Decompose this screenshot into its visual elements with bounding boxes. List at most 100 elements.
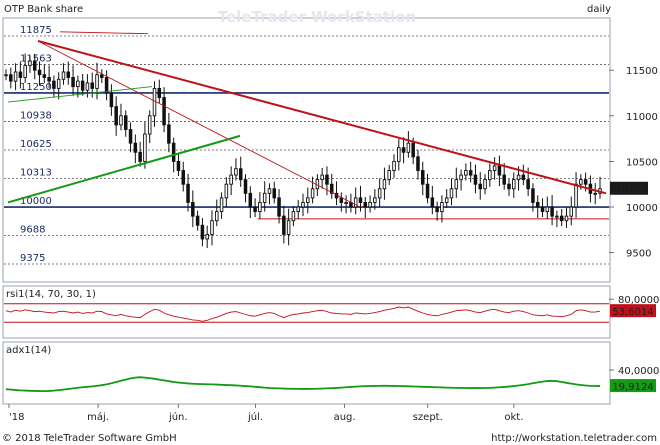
candle-body [425,183,430,199]
support-trendline [7,134,241,204]
candle-body [61,71,66,80]
candle-body [387,170,391,181]
candle-body [224,183,229,199]
candle-body [42,74,47,78]
candle-body [109,92,114,108]
candle-body [406,142,411,153]
candle-body [492,165,497,171]
candle-body [243,179,248,194]
candle-body [9,74,13,82]
candle-body [76,80,80,88]
adx-tick-label: 40,0000 [618,366,659,377]
last-price-label: 10200 [613,185,645,196]
candle-body [13,71,18,82]
x-tick-label: jún. [168,411,188,423]
candle-body [95,74,99,89]
x-tick-label: máj. [87,411,109,423]
candle-body [325,174,329,185]
candle-body [583,179,588,185]
left-tick-label: 10625 [20,139,52,150]
candle-body [176,160,181,171]
candle-body [85,82,90,91]
left-tick-label: 11563 [20,53,52,64]
candle-body [306,197,310,203]
candle-body [488,170,492,181]
candle-body [339,197,344,203]
candle-body [114,106,118,126]
candle-body [579,179,583,185]
candle-body [119,115,123,126]
candle-body [521,174,526,181]
candle-body [555,215,559,218]
candle-body [219,197,224,213]
right-tick-label: 9500 [626,249,651,260]
candle-body [564,215,569,222]
resistance-trendline-thin [37,40,361,208]
candle-body [574,183,578,208]
candle-body [392,160,396,171]
candle-body [104,77,109,94]
candle-body [310,188,315,199]
candle-body [301,202,305,208]
candle-body [454,179,459,190]
rsi-panel [2,285,611,339]
candle-body [286,220,291,235]
candle-body [52,80,56,89]
candle-body [147,115,152,135]
candle-body [90,82,94,89]
right-tick-label: 10500 [626,157,658,168]
candle-body [37,69,42,76]
watermark: TeleTrader WorkStation [218,8,416,26]
adx-panel [2,341,611,405]
adx-last-box [610,379,656,393]
chart-title: OTP Bank share [4,4,83,15]
candle-body [296,206,300,213]
rsi-last-label: 53,6014 [612,307,653,318]
candle-body [80,80,85,91]
candle-body [282,215,286,235]
candle-body [23,65,27,78]
adx-title: adx1(14) [6,345,51,356]
candle-body [483,179,487,190]
candle-body [478,183,482,190]
candle-body [329,183,334,194]
candle-body [550,206,554,217]
left-tick-label: 9375 [20,253,45,264]
x-tick-label: '18 [9,412,24,423]
candle-body [167,124,171,144]
candle-body [215,211,219,222]
candle-body [497,165,502,176]
candle-body [152,87,157,117]
candle-body [267,188,272,194]
left-tick-label: 10000 [20,196,52,207]
rsi-last-box [610,304,656,318]
candle-body [138,151,142,162]
candle-body [440,202,444,213]
left-tick-label: 10313 [20,167,52,178]
x-tick-label: okt. [504,412,523,423]
candle-body [28,60,32,67]
candle-body [291,211,296,222]
candle-body [200,224,205,240]
candle-body [181,170,185,185]
candle-body [382,179,387,190]
candle-body [128,129,133,144]
candle-body [507,183,511,190]
candle-body [238,168,243,181]
candle-body [358,197,363,203]
candle-body [526,179,530,190]
copyright: © 2018 TeleTrader Software GmbH [2,433,177,444]
candle-body [512,179,516,190]
candle-body [397,147,401,162]
candle-body [353,197,358,208]
candle-body [464,170,468,176]
candle-body [248,192,253,208]
x-tick-label: szept. [413,412,443,423]
right-tick-label: 11500 [626,66,658,77]
candle-body [234,168,238,176]
candle-body [411,142,415,158]
source-url: http://workstation.teletrader.com [491,433,657,444]
candle-body [344,202,348,204]
candle-body [430,197,435,208]
candle-body [502,174,506,185]
